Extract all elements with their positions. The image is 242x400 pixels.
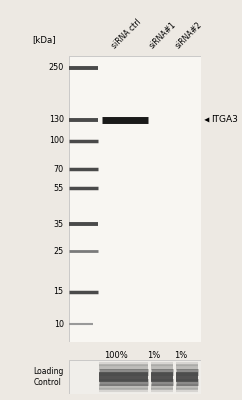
Text: siRNA#1: siRNA#1 [148, 20, 178, 50]
Text: [kDa]: [kDa] [32, 36, 56, 44]
Text: siRNA#2: siRNA#2 [174, 20, 204, 50]
Text: 15: 15 [53, 288, 64, 296]
Text: 25: 25 [53, 247, 64, 256]
Text: 55: 55 [53, 184, 64, 193]
Text: 10: 10 [54, 320, 64, 329]
Text: 100%: 100% [105, 350, 128, 360]
Text: Loading
Control: Loading Control [33, 367, 64, 387]
Text: 1%: 1% [147, 350, 161, 360]
Text: 250: 250 [48, 63, 64, 72]
Text: 100: 100 [49, 136, 64, 145]
Text: 35: 35 [53, 220, 64, 229]
Text: 70: 70 [53, 165, 64, 174]
Text: 130: 130 [49, 116, 64, 124]
Text: siRNA ctrl: siRNA ctrl [110, 17, 143, 50]
Text: 1%: 1% [174, 350, 187, 360]
Text: ITGA3: ITGA3 [212, 116, 238, 124]
